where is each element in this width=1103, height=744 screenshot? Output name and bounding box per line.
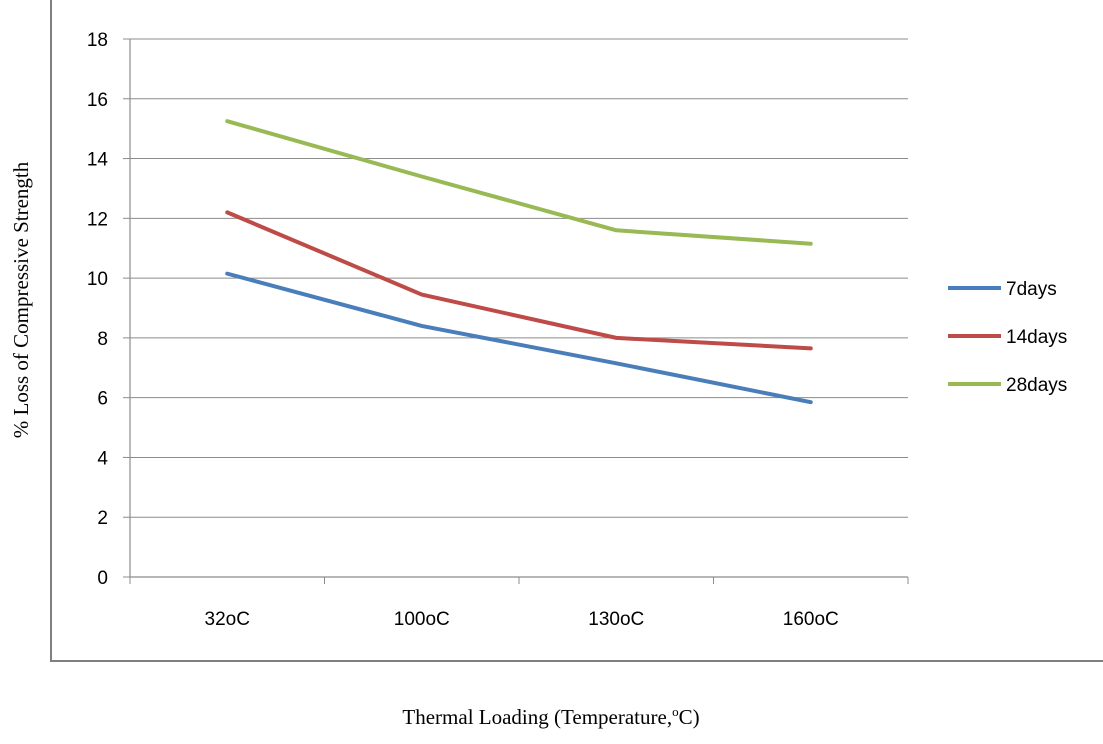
series-line-7days: [225, 271, 813, 405]
x-axis-title: Thermal Loading (Temperature,oC): [402, 704, 699, 729]
series-line-14days: [225, 210, 813, 351]
legend-label: 14days: [1006, 327, 1067, 348]
y-tick-label: 2: [97, 508, 108, 529]
legend-label: 28days: [1006, 375, 1067, 396]
axes: [123, 38, 909, 584]
x-tick-label: 100oC: [394, 609, 450, 630]
y-tick-label: 14: [87, 150, 109, 171]
y-tick-label: 0: [97, 568, 108, 589]
x-tick-label: 160oC: [783, 609, 839, 630]
y-tick-label: 18: [87, 30, 108, 51]
x-tick-labels: 32oC 100oC 130oC 160oC: [205, 609, 839, 630]
y-tick-label: 6: [97, 389, 108, 410]
legend-label: 7days: [1006, 279, 1057, 300]
x-tick-label: 130oC: [588, 609, 644, 630]
y-tick-label: 4: [97, 448, 108, 469]
y-tick-label: 8: [97, 329, 108, 350]
y-tick-label: 12: [87, 209, 108, 230]
chart-frame-bottom: [50, 660, 1103, 662]
series-lines: [225, 119, 813, 405]
series-line-28days: [225, 119, 813, 246]
gridlines: [130, 38, 908, 518]
x-axis-title-main: Thermal Loading (Temperature,: [402, 705, 672, 729]
y-tick-label: 16: [87, 90, 108, 111]
y-tick-labels: 0 2 4 6 8 10 12 14 16 18: [87, 30, 109, 589]
y-tick-label: 10: [87, 269, 108, 290]
x-axis-title-sup: o: [672, 704, 679, 719]
x-tick-label: 32oC: [205, 609, 250, 630]
x-axis-title-end: C): [679, 705, 700, 729]
chart-frame-left: [50, 0, 52, 662]
legend: 7days 14days 28days: [948, 279, 1067, 396]
y-axis-title: % Loss of Compressive Strength: [9, 161, 33, 438]
